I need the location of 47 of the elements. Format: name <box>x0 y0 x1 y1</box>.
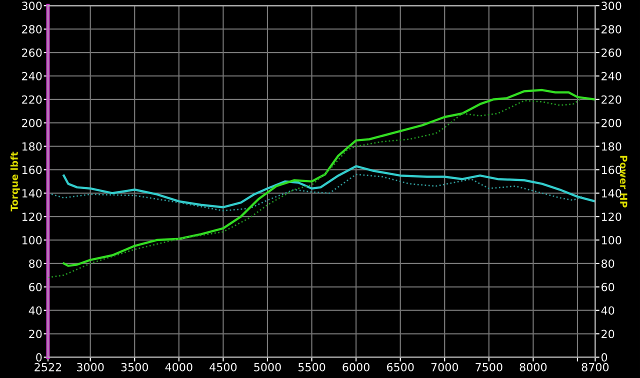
y2-tick-label: 260 <box>602 48 622 57</box>
x-tick-label: 3500 <box>121 362 148 372</box>
x-tick-label: 7000 <box>431 362 458 372</box>
y-tick-label: 300 <box>22 2 42 10</box>
y2-tick-label: 0 <box>601 353 608 362</box>
y-tick-label: 40 <box>28 306 42 315</box>
x-tick-label: 8000 <box>520 362 547 372</box>
y-tick-label: 260 <box>22 48 42 57</box>
x-tick-label: 8700 <box>582 362 609 372</box>
x-tick-label: 6500 <box>386 362 414 372</box>
y-tick-label: 80 <box>29 259 42 268</box>
y2-tick-label: 80 <box>602 259 614 268</box>
line-series <box>62 165 596 208</box>
x-tick-label: 4500 <box>210 362 237 372</box>
x-tick-label: 2522 <box>34 362 62 372</box>
x-tick-label: 7500 <box>476 362 502 372</box>
y-tick-label: 200 <box>22 118 42 128</box>
y-tick-label: 240 <box>22 72 42 80</box>
x-tick-label: 6000 <box>342 362 370 372</box>
y-tick-label: 20 <box>29 330 42 338</box>
y2-tick-label: 280 <box>602 25 622 34</box>
x-tick-label: 5000 <box>254 362 281 372</box>
y2-tick-label: 140 <box>602 189 622 198</box>
y2-tick-label: 220 <box>602 95 622 104</box>
y2-tick-label: 20 <box>602 330 614 338</box>
y2-tick-label: 40 <box>601 306 614 315</box>
x-tick-label: 3000 <box>77 362 104 372</box>
y-tick-label: 220 <box>22 95 42 104</box>
x-tick-label: 5500 <box>298 362 326 372</box>
y-tick-label: 0 <box>36 353 42 362</box>
y-tick-label: 120 <box>22 212 42 221</box>
y2-tick-label: 300 <box>602 2 622 10</box>
y2-tick-label: 60 <box>602 282 614 292</box>
y-tick-label: 160 <box>22 166 42 174</box>
y2-tick-label: 240 <box>602 72 622 80</box>
y-tick-label: 60 <box>29 282 42 292</box>
y2-tick-label: 160 <box>602 166 622 174</box>
y-tick-label: 180 <box>22 142 42 151</box>
y2-tick-label: 200 <box>602 118 622 128</box>
y-tick-label: 100 <box>22 236 42 244</box>
y2-tick-label: 180 <box>602 142 622 151</box>
y-tick-label: 280 <box>22 25 42 34</box>
y-tick-label: 140 <box>22 189 42 198</box>
y-axis-title: Torque lbft <box>10 152 20 212</box>
y2-tick-label: 100 <box>602 236 622 244</box>
x-tick-label: 4000 <box>165 362 192 372</box>
y2-tick-label: 120 <box>602 212 622 221</box>
